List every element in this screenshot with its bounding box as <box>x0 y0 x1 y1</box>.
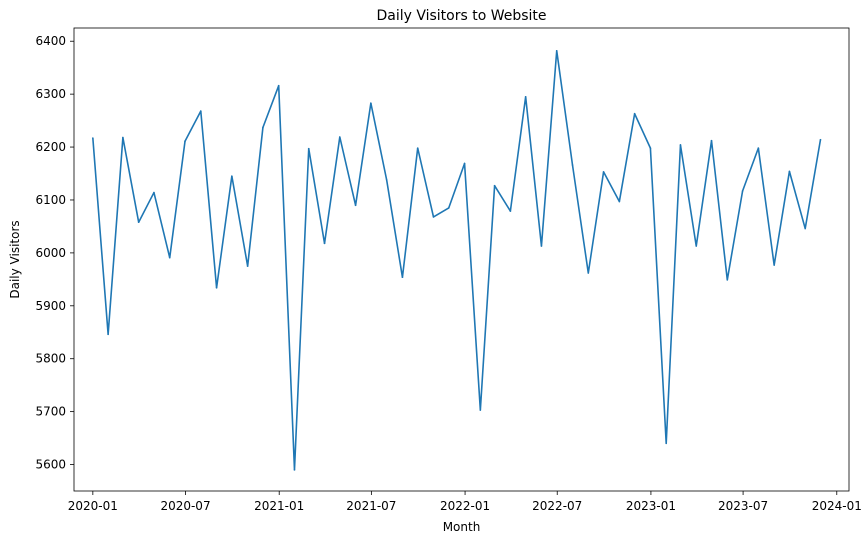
data-point <box>788 170 791 173</box>
y-tick-label: 6100 <box>35 193 66 207</box>
data-point <box>416 147 419 149</box>
data-point <box>153 191 155 194</box>
data-point <box>401 276 404 279</box>
data-point <box>524 95 527 98</box>
y-tick-label: 5600 <box>35 458 66 472</box>
data-point <box>122 136 124 139</box>
data-point <box>277 84 280 87</box>
data-point <box>184 140 186 143</box>
data-point <box>618 200 621 203</box>
x-tick-label: 2020-01 <box>68 499 118 513</box>
x-tick-label: 2021-01 <box>254 499 304 513</box>
data-point <box>354 204 357 207</box>
data-point <box>555 49 558 52</box>
data-point <box>710 139 713 142</box>
x-axis-title: Month <box>443 520 481 534</box>
data-point <box>246 265 249 267</box>
x-tick-label: 2020-07 <box>160 499 210 513</box>
data-point <box>757 147 760 149</box>
data-point <box>509 210 512 212</box>
data-point <box>540 245 543 247</box>
series-line <box>92 49 822 471</box>
data-point <box>493 184 496 187</box>
data-point <box>262 126 264 129</box>
x-tick-label: 2024-01 <box>812 499 862 513</box>
x-tick-label: 2022-07 <box>532 499 582 513</box>
data-point <box>370 102 372 104</box>
data-point <box>649 147 652 149</box>
y-tick-label: 6300 <box>35 87 66 101</box>
data-point <box>726 279 729 281</box>
data-point <box>92 137 94 139</box>
data-point <box>137 221 140 223</box>
data-point <box>633 112 636 115</box>
data-point <box>773 264 775 266</box>
data-point <box>447 207 450 209</box>
data-point <box>231 175 233 177</box>
data-point <box>107 333 109 336</box>
data-point <box>479 409 482 411</box>
axis-ticks: 5600 5700 5800 5900 6000 6100 6200 6300 6400 2020… <box>35 34 861 513</box>
y-axis-title: Daily Visitors <box>8 220 22 298</box>
data-point <box>571 164 574 166</box>
data-point <box>679 144 682 146</box>
data-point <box>307 147 310 150</box>
data-point <box>463 162 466 165</box>
data-point <box>602 171 605 173</box>
y-tick-label: 6400 <box>35 34 66 48</box>
data-point <box>168 256 171 259</box>
data-point <box>804 227 807 230</box>
data-point <box>665 442 667 445</box>
data-point <box>215 287 218 289</box>
data-point <box>323 242 326 245</box>
x-tick-label: 2023-07 <box>718 499 768 513</box>
data-point <box>741 190 744 192</box>
y-tick-label: 6200 <box>35 140 66 154</box>
data-point <box>339 136 341 138</box>
data-point <box>695 245 698 247</box>
data-point <box>432 216 435 218</box>
data-point <box>199 110 202 112</box>
series-layer <box>92 49 822 471</box>
y-tick-label: 5900 <box>35 299 66 313</box>
data-point <box>819 138 822 141</box>
data-point <box>293 469 296 471</box>
plot-frame <box>73 27 850 492</box>
y-tick-label: 5700 <box>35 405 66 419</box>
x-tick-label: 2023-01 <box>626 499 676 513</box>
data-point <box>385 179 388 181</box>
x-tick-label: 2022-01 <box>440 499 490 513</box>
x-tick-label: 2021-07 <box>346 499 396 513</box>
chart-title: Daily Visitors to Website <box>376 8 546 24</box>
y-tick-label: 6000 <box>35 246 66 260</box>
y-tick-label: 5800 <box>35 352 66 366</box>
data-point <box>587 272 590 274</box>
